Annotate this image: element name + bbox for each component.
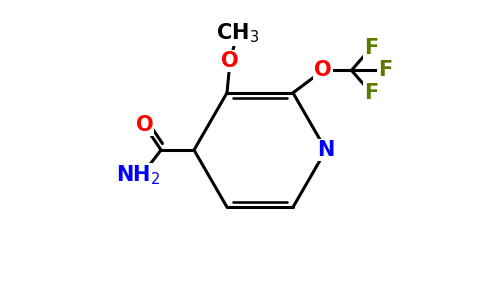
Text: N: N bbox=[318, 140, 335, 160]
Text: CH$_3$: CH$_3$ bbox=[216, 21, 259, 45]
Text: O: O bbox=[314, 60, 332, 80]
Text: NH$_2$: NH$_2$ bbox=[116, 164, 161, 187]
Text: F: F bbox=[378, 60, 393, 80]
Text: O: O bbox=[136, 116, 153, 135]
Text: F: F bbox=[364, 83, 378, 103]
Text: O: O bbox=[221, 51, 239, 71]
Text: F: F bbox=[364, 38, 378, 58]
